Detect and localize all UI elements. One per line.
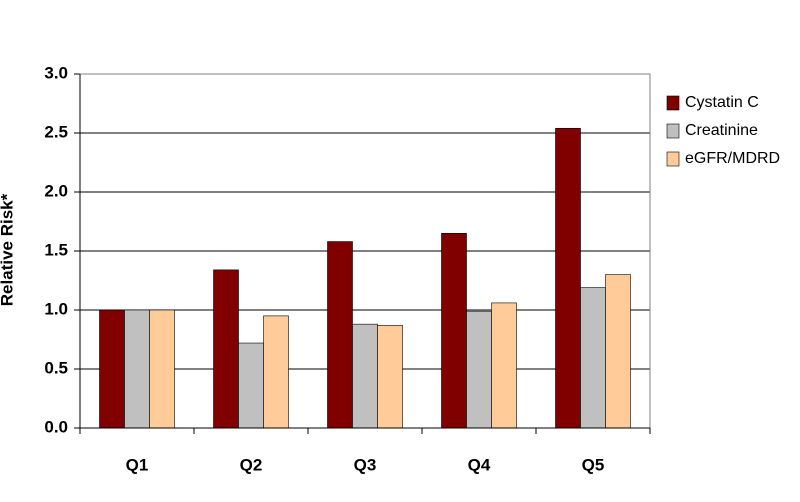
- legend-label: Cystatin C: [685, 94, 759, 111]
- bar: [605, 274, 631, 429]
- bar: [238, 342, 264, 429]
- legend-label: Creatinine: [685, 122, 758, 139]
- bar: [213, 269, 239, 429]
- bar: [263, 315, 289, 429]
- legend-swatch: [666, 95, 680, 111]
- x-tick-label: Q2: [240, 455, 263, 474]
- bar: [491, 302, 517, 429]
- bar: [327, 241, 353, 429]
- x-tick-label: Q1: [126, 455, 149, 474]
- y-tick-label: 2.0: [44, 181, 68, 200]
- x-tick-label: Q4: [468, 455, 491, 474]
- legend-swatch: [666, 151, 680, 167]
- bar: [377, 325, 403, 429]
- bar: [149, 309, 175, 429]
- y-tick-label: 1.5: [44, 240, 68, 259]
- y-tick-label: 1.0: [44, 299, 68, 318]
- bar: [555, 127, 581, 429]
- y-tick-label: 0.0: [44, 417, 68, 436]
- bar: [352, 323, 378, 429]
- y-tick-label: 0.5: [44, 358, 68, 377]
- y-axis-label: Relative Risk*: [0, 193, 16, 306]
- legend-label: eGFR/MDRD: [685, 150, 780, 167]
- bar: [466, 310, 492, 429]
- x-tick-label: Q5: [582, 455, 605, 474]
- bar: [124, 309, 150, 429]
- bar: [580, 287, 606, 429]
- x-tick-label: Q3: [354, 455, 377, 474]
- legend-swatch: [666, 123, 680, 139]
- bar: [441, 233, 467, 429]
- bar: [99, 309, 125, 429]
- y-tick-label: 2.5: [44, 122, 68, 141]
- y-tick-label: 3.0: [44, 63, 68, 82]
